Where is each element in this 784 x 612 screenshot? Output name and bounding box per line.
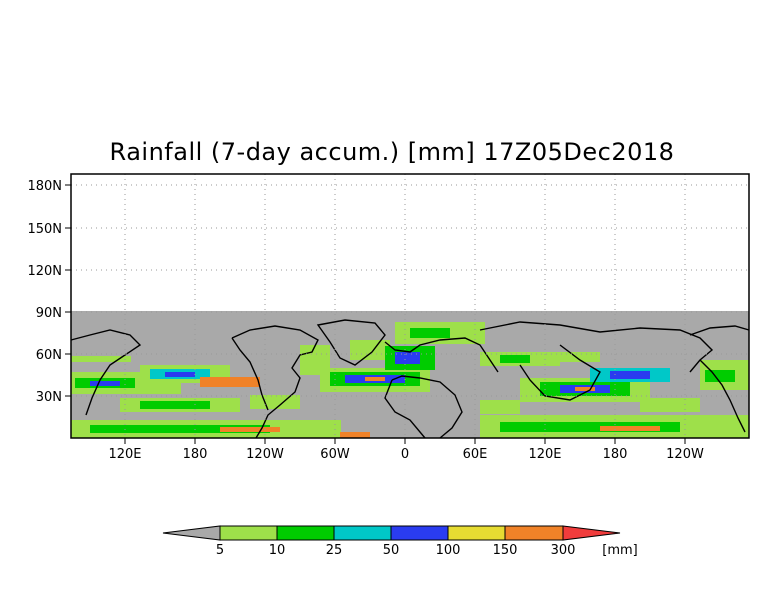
colorbar-label-100: 100 xyxy=(435,543,461,558)
colorbar xyxy=(162,525,621,541)
colorbar-label-10: 10 xyxy=(268,543,286,558)
lat-label-120n: 120N xyxy=(27,264,62,279)
colorbar-swatch-100 xyxy=(390,525,449,541)
colorbar-label-25: 25 xyxy=(325,543,343,558)
plot-frame xyxy=(70,173,750,439)
colorbar-label-150: 150 xyxy=(492,543,518,558)
coastlines xyxy=(70,319,750,439)
rainfall-field xyxy=(71,322,749,438)
colorbar-swatch-50 xyxy=(333,525,392,541)
colorbar-swatch-25 xyxy=(276,525,335,541)
lat-label-90n: 90N xyxy=(36,306,62,321)
lon-label-120w-right: 120W xyxy=(666,447,704,462)
lat-label-150n: 150N xyxy=(27,222,62,237)
colorbar-swatch-150 xyxy=(447,525,506,541)
chart-title: Rainfall (7-day accum.) [mm] 17Z05Dec201… xyxy=(109,138,675,166)
colorbar-high-arrow xyxy=(562,525,621,541)
lat-label-30n: 30N xyxy=(36,390,62,405)
lon-label-180: 180 xyxy=(183,447,208,462)
lat-label-60n: 60N xyxy=(36,348,62,363)
lon-label-120w: 120W xyxy=(246,447,284,462)
lon-label-180-right: 180 xyxy=(603,447,628,462)
colorbar-low-arrow xyxy=(162,525,221,541)
gridlines xyxy=(71,174,749,438)
lon-label-60e: 60E xyxy=(463,447,488,462)
lon-label-60w: 60W xyxy=(320,447,350,462)
colorbar-unit: [mm] xyxy=(602,543,638,558)
colorbar-label-300: 300 xyxy=(550,543,576,558)
colorbar-label-50: 50 xyxy=(382,543,400,558)
lon-label-120e: 120E xyxy=(108,447,141,462)
lon-label-0: 0 xyxy=(401,447,409,462)
colorbar-swatch-300 xyxy=(504,525,564,541)
lat-label-180n: 180N xyxy=(27,179,62,194)
colorbar-swatch-10 xyxy=(219,525,278,541)
colorbar-label-5: 5 xyxy=(215,543,225,558)
lon-label-120e-right: 120E xyxy=(528,447,561,462)
